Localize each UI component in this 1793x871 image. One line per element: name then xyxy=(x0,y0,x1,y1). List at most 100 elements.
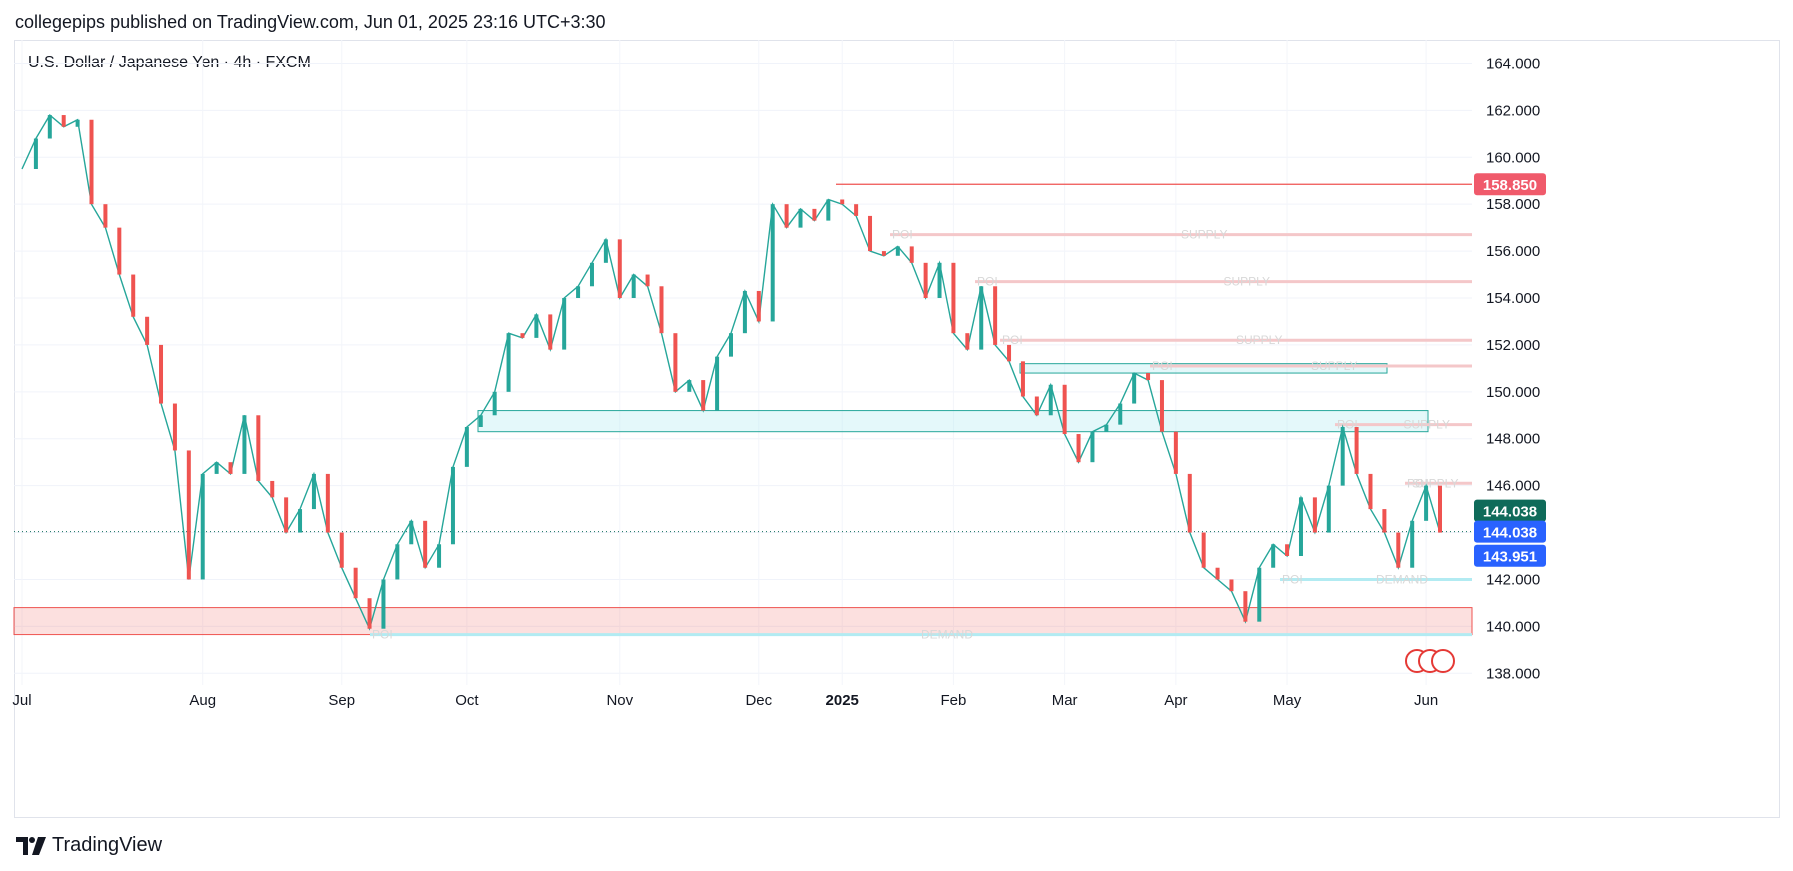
zone-label-right: DEMAND xyxy=(921,628,973,642)
y-tick-label: 154.000 xyxy=(1486,290,1540,307)
x-tick-label: Jun xyxy=(1414,692,1438,709)
event-flag-icon xyxy=(1431,649,1455,673)
y-tick-label: 162.000 xyxy=(1486,102,1540,119)
candle xyxy=(214,462,219,474)
footer-brand[interactable]: TradingView xyxy=(16,834,162,857)
candle xyxy=(1382,509,1387,533)
price-label-text: 144.038 xyxy=(1483,525,1537,542)
candle xyxy=(1132,373,1137,404)
candle xyxy=(659,286,664,334)
candle xyxy=(534,314,539,338)
candle xyxy=(1048,384,1053,416)
x-tick-label: Jul xyxy=(12,692,31,709)
publish-info: collegepips published on TradingView.com… xyxy=(15,12,606,32)
candle xyxy=(339,532,344,568)
candle xyxy=(464,427,469,467)
candle xyxy=(256,415,261,481)
candle xyxy=(1354,427,1359,474)
candle xyxy=(1340,427,1345,486)
x-tick-label: Dec xyxy=(745,692,772,709)
y-tick-label: 160.000 xyxy=(1486,149,1540,166)
candle xyxy=(1062,384,1067,435)
candle xyxy=(1076,434,1081,463)
candle xyxy=(1326,485,1331,533)
candle xyxy=(47,115,52,139)
y-tick-label: 158.000 xyxy=(1486,196,1540,213)
candle xyxy=(603,239,608,263)
chart-frame xyxy=(14,40,1780,818)
candle xyxy=(589,262,594,287)
zone-label-right: SUPPLY xyxy=(1412,476,1458,490)
candle xyxy=(1368,473,1373,510)
y-tick-label: 156.000 xyxy=(1486,243,1540,260)
candle xyxy=(715,356,720,411)
y-tick-label: 146.000 xyxy=(1486,478,1540,495)
candle xyxy=(645,274,650,287)
y-tick-label: 150.000 xyxy=(1486,384,1540,401)
candle xyxy=(381,579,386,629)
candle xyxy=(172,403,177,451)
zone-label-right: DEMAND xyxy=(1376,572,1428,586)
brand-label: TradingView xyxy=(52,834,163,856)
candle xyxy=(1173,431,1178,474)
candle xyxy=(145,316,150,345)
candle xyxy=(242,415,247,474)
candle xyxy=(770,204,775,322)
x-tick-label: Sep xyxy=(328,692,355,709)
candle xyxy=(729,333,733,357)
candle xyxy=(311,473,316,510)
zone-label-left: POI xyxy=(1407,476,1428,490)
candle xyxy=(576,286,581,298)
candle xyxy=(1020,361,1025,397)
candle xyxy=(1410,520,1415,568)
candle xyxy=(1215,567,1220,580)
zone-label-left: POI xyxy=(977,275,998,289)
zone-label-left: POI xyxy=(892,228,913,242)
y-tick-label: 140.000 xyxy=(1486,618,1540,635)
candle xyxy=(367,598,372,629)
candle xyxy=(423,520,428,568)
candle xyxy=(89,119,94,205)
price-label-text: 144.038 xyxy=(1483,504,1537,521)
candle xyxy=(1104,424,1109,432)
candle xyxy=(965,333,970,350)
candle xyxy=(1201,532,1206,568)
price-label-text: 143.951 xyxy=(1483,549,1537,566)
candle xyxy=(1298,497,1303,556)
candle xyxy=(478,415,483,427)
candle xyxy=(409,520,414,545)
candle xyxy=(1159,380,1164,432)
candle xyxy=(1090,431,1095,463)
teal-zone-box xyxy=(477,410,1429,433)
candle xyxy=(298,509,303,533)
candle xyxy=(395,544,400,580)
teal-zone-box xyxy=(1019,363,1388,374)
candle xyxy=(548,314,553,350)
zone-label-right: SUPPLY xyxy=(1311,359,1357,373)
y-tick-label: 138.000 xyxy=(1486,665,1540,682)
candle xyxy=(617,239,622,298)
candle xyxy=(506,333,511,392)
candle xyxy=(186,450,191,580)
candle xyxy=(979,286,984,350)
candle xyxy=(1146,373,1151,381)
x-tick-label: Apr xyxy=(1164,692,1187,709)
candle xyxy=(437,544,442,568)
candle xyxy=(61,115,66,127)
y-tick-label: 148.000 xyxy=(1486,431,1540,448)
candle xyxy=(1257,567,1262,622)
candle xyxy=(1007,344,1012,362)
candle xyxy=(1285,544,1290,556)
candle xyxy=(200,473,205,580)
symbol-title: U.S. Dollar / Japanese Yen · 4h · FXCM xyxy=(28,54,311,71)
candle xyxy=(562,298,567,350)
zone-label-left: POI xyxy=(1282,572,1303,586)
zone-label-left: POI xyxy=(1152,359,1173,373)
candle xyxy=(1396,532,1401,568)
candle xyxy=(881,251,886,256)
price-label-bid xyxy=(1474,520,1546,543)
candle xyxy=(826,199,831,221)
candle xyxy=(353,567,358,599)
candle xyxy=(840,199,845,205)
